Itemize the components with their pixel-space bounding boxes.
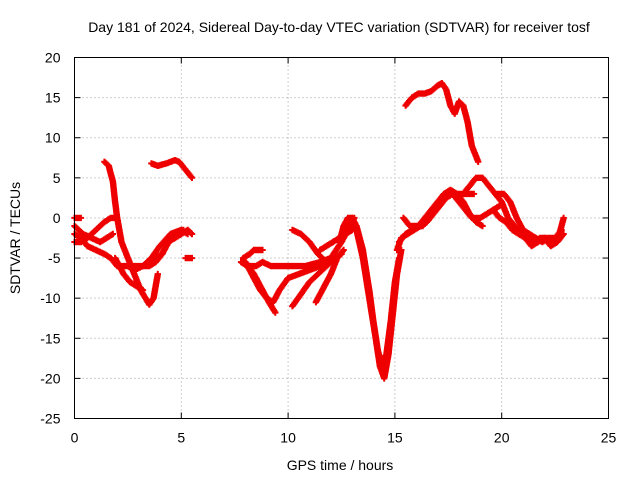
chart-title: Day 181 of 2024, Sidereal Day-to-day VTE… bbox=[88, 19, 590, 35]
point-markers bbox=[289, 226, 330, 266]
series-track-24 bbox=[402, 80, 482, 165]
series-track-14 bbox=[242, 258, 279, 316]
series-track-05 bbox=[101, 158, 161, 308]
point-markers bbox=[312, 246, 347, 306]
series-track-20 bbox=[344, 214, 403, 370]
y-tick-label: 15 bbox=[45, 90, 61, 106]
x-tick-label: 20 bbox=[494, 430, 510, 446]
point-markers bbox=[101, 158, 161, 308]
series-track-08 bbox=[146, 226, 196, 266]
series-track-09 bbox=[148, 157, 196, 181]
x-tick-labels: 0 5 10 15 20 25 bbox=[71, 430, 617, 446]
point-markers bbox=[344, 214, 403, 370]
y-tick-label: 10 bbox=[45, 130, 61, 146]
data-points bbox=[71, 80, 567, 382]
series-track-16 bbox=[289, 226, 330, 266]
y-tick-labels: -25 -20 -15 -10 -5 0 5 10 15 20 bbox=[40, 50, 60, 427]
point-markers bbox=[146, 226, 196, 266]
x-tick-label: 15 bbox=[387, 430, 403, 446]
y-tick-label: -5 bbox=[48, 250, 61, 266]
point-markers bbox=[111, 254, 147, 294]
point-markers bbox=[71, 214, 85, 222]
x-tick-label: 25 bbox=[601, 430, 617, 446]
y-tick-label: -15 bbox=[40, 330, 60, 346]
x-tick-label: 5 bbox=[177, 430, 185, 446]
y-tick-label: 0 bbox=[53, 210, 61, 226]
series-track-04 bbox=[71, 214, 85, 222]
y-axis-label: SDTVAR / TECUs bbox=[7, 182, 23, 294]
series-track-26 bbox=[490, 206, 567, 250]
series-track-06 bbox=[111, 254, 147, 294]
y-tick-label: 5 bbox=[53, 170, 61, 186]
x-tick-label: 0 bbox=[71, 430, 79, 446]
y-tick-label: -20 bbox=[40, 370, 60, 386]
series-track-10 bbox=[182, 254, 196, 262]
plot-frame bbox=[74, 57, 609, 419]
series-track-17 bbox=[312, 246, 347, 306]
x-tick-label: 10 bbox=[280, 430, 296, 446]
point-markers bbox=[242, 258, 279, 316]
x-axis-label: GPS time / hours bbox=[287, 457, 394, 473]
y-tick-label: -25 bbox=[40, 411, 60, 427]
point-markers bbox=[148, 157, 196, 181]
point-markers bbox=[494, 190, 565, 246]
y-tick-label: 20 bbox=[45, 50, 61, 66]
point-markers bbox=[402, 80, 482, 165]
point-markers bbox=[182, 254, 196, 262]
y-tick-label: -10 bbox=[40, 290, 60, 306]
series-track-27 bbox=[494, 190, 565, 246]
grid-lines bbox=[74, 57, 609, 419]
point-markers bbox=[490, 206, 567, 250]
